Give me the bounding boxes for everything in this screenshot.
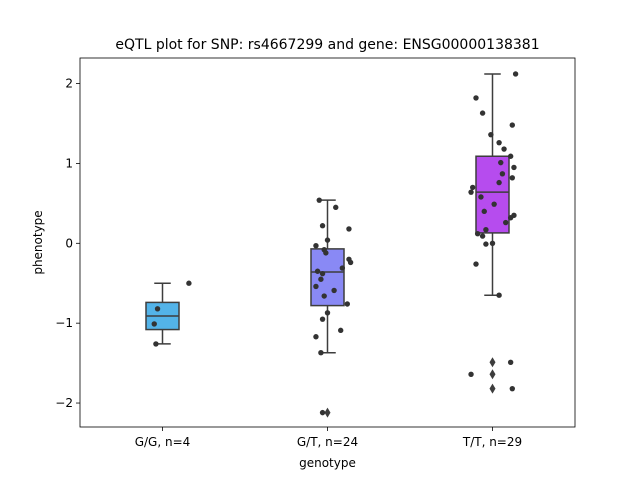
data-point xyxy=(498,159,504,166)
y-tick-label: −1 xyxy=(55,316,73,330)
data-point xyxy=(474,231,481,237)
y-tick-label: 0 xyxy=(65,236,73,250)
data-point xyxy=(479,233,486,239)
data-point xyxy=(507,153,514,159)
outlier-marker xyxy=(324,407,331,418)
data-point xyxy=(346,226,352,232)
data-point xyxy=(509,385,515,392)
data-point xyxy=(503,219,509,226)
data-point xyxy=(511,164,517,171)
data-point xyxy=(339,265,346,271)
data-point xyxy=(324,310,331,316)
data-point xyxy=(318,276,324,282)
data-point xyxy=(318,350,324,356)
data-point xyxy=(333,204,339,211)
outlier-marker xyxy=(489,357,496,368)
data-point xyxy=(470,184,476,191)
data-point xyxy=(491,201,497,207)
data-point xyxy=(154,306,161,312)
x-axis: G/G, n=4 G/T, n=24 T/T, n=29 xyxy=(135,427,522,449)
data-point xyxy=(186,280,192,286)
y-tick-label: 2 xyxy=(65,77,73,91)
data-point xyxy=(151,321,157,327)
plot-area xyxy=(145,71,519,418)
data-point xyxy=(501,146,507,152)
data-point xyxy=(323,250,329,256)
data-point xyxy=(483,227,489,233)
data-point xyxy=(509,175,515,181)
data-point xyxy=(313,334,319,340)
box-group-2 xyxy=(475,73,510,394)
data-point xyxy=(319,223,326,229)
data-point xyxy=(496,139,502,146)
data-point xyxy=(483,241,489,247)
data-point xyxy=(509,122,515,128)
data-point xyxy=(331,287,337,294)
data-point xyxy=(319,409,326,416)
y-axis: −2 −1 0 1 2 xyxy=(55,77,80,410)
data-point xyxy=(319,316,326,322)
data-point xyxy=(313,283,319,290)
box-iqr xyxy=(310,248,345,307)
y-axis-title: phenotype xyxy=(31,210,45,274)
box-group-1 xyxy=(310,199,345,418)
data-point xyxy=(496,292,502,298)
data-point xyxy=(479,110,486,116)
y-tick-label: −2 xyxy=(55,396,73,410)
data-point xyxy=(512,71,519,77)
y-tick-label: 1 xyxy=(65,156,73,170)
data-point xyxy=(489,240,496,246)
data-point xyxy=(316,197,322,203)
data-point xyxy=(314,268,321,274)
data-point xyxy=(507,359,514,366)
data-point xyxy=(321,293,327,299)
data-point xyxy=(338,327,344,334)
data-point xyxy=(473,261,479,267)
data-point xyxy=(488,131,494,138)
x-tick-label: T/T, n=29 xyxy=(462,435,522,449)
x-axis-title: genotype xyxy=(299,456,356,470)
data-point xyxy=(324,237,331,243)
data-point xyxy=(313,242,319,249)
data-point xyxy=(468,189,474,195)
data-point xyxy=(153,341,159,347)
data-point xyxy=(499,171,506,177)
box-group-0 xyxy=(145,282,180,345)
chart-title: eQTL plot for SNP: rs4667299 and gene: E… xyxy=(115,37,539,53)
data-point xyxy=(344,301,350,307)
x-tick-label: G/G, n=4 xyxy=(135,435,191,449)
data-point xyxy=(468,371,474,377)
outlier-marker xyxy=(489,383,496,394)
data-point xyxy=(347,259,354,266)
outlier-marker xyxy=(489,369,496,380)
data-point xyxy=(319,270,326,277)
x-tick-label: G/T, n=24 xyxy=(297,435,358,449)
data-point xyxy=(507,215,514,221)
data-point xyxy=(473,95,479,101)
data-point xyxy=(478,194,484,200)
data-point xyxy=(496,179,502,186)
data-point xyxy=(481,208,487,215)
